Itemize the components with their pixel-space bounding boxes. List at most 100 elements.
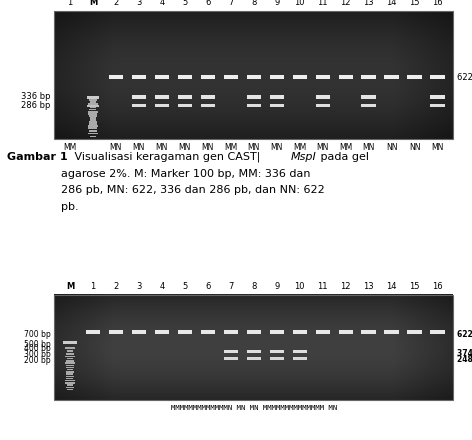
Bar xyxy=(65,380,75,381)
Text: MM: MM xyxy=(224,143,237,152)
Text: 15: 15 xyxy=(409,0,420,7)
Bar xyxy=(88,133,98,134)
Bar xyxy=(88,111,98,113)
Bar xyxy=(430,330,445,334)
Bar xyxy=(293,356,307,360)
Bar xyxy=(201,75,215,79)
Text: 2: 2 xyxy=(113,282,118,291)
Bar xyxy=(65,348,75,349)
Bar xyxy=(90,117,96,119)
Text: MspI: MspI xyxy=(290,152,316,162)
Bar xyxy=(224,75,238,79)
Text: 11: 11 xyxy=(317,282,328,291)
Text: 8: 8 xyxy=(251,0,256,7)
Text: M: M xyxy=(89,0,97,7)
Text: 13: 13 xyxy=(363,282,374,291)
Bar xyxy=(224,356,238,360)
Text: MM: MM xyxy=(339,143,352,152)
Bar xyxy=(66,371,74,373)
Bar xyxy=(89,115,97,117)
Bar xyxy=(66,342,74,344)
Bar xyxy=(66,364,74,366)
Bar xyxy=(270,95,284,99)
Bar xyxy=(90,107,95,108)
Bar xyxy=(87,96,99,99)
Bar xyxy=(177,75,192,79)
Bar xyxy=(67,389,73,390)
Text: 622 bp: 622 bp xyxy=(457,73,472,81)
Bar xyxy=(362,75,376,79)
Text: pada gel: pada gel xyxy=(317,152,369,162)
Bar xyxy=(316,95,330,99)
Bar xyxy=(67,385,73,386)
Bar xyxy=(54,11,453,139)
Text: 15: 15 xyxy=(409,282,420,291)
Bar xyxy=(293,75,307,79)
Text: 9: 9 xyxy=(274,282,279,291)
Bar xyxy=(155,95,169,99)
Text: 3: 3 xyxy=(136,0,142,7)
Bar xyxy=(89,130,97,132)
Bar xyxy=(155,75,169,79)
Bar xyxy=(67,373,74,375)
Bar xyxy=(89,121,97,123)
Bar xyxy=(89,123,97,125)
Text: 16: 16 xyxy=(432,282,443,291)
Bar xyxy=(66,375,74,377)
Text: 7: 7 xyxy=(228,0,234,7)
Bar xyxy=(385,75,399,79)
Text: MN: MN xyxy=(431,143,444,152)
Text: MM: MM xyxy=(293,143,306,152)
Bar xyxy=(132,330,146,334)
Text: 5: 5 xyxy=(182,282,187,291)
Text: NN: NN xyxy=(409,143,420,152)
Text: 14: 14 xyxy=(386,282,397,291)
Bar xyxy=(132,75,146,79)
Text: MN: MN xyxy=(316,143,329,152)
Bar xyxy=(63,341,77,344)
Text: 6: 6 xyxy=(205,0,211,7)
Text: 4: 4 xyxy=(159,282,164,291)
Bar xyxy=(177,104,192,107)
Bar xyxy=(65,356,75,357)
Bar xyxy=(270,104,284,107)
Bar xyxy=(430,104,445,107)
Text: 12: 12 xyxy=(340,282,351,291)
Text: MN: MN xyxy=(156,143,168,152)
Bar xyxy=(247,104,261,107)
Text: MN: MN xyxy=(270,143,283,152)
Bar xyxy=(270,356,284,360)
Text: 8: 8 xyxy=(251,282,256,291)
Bar xyxy=(407,330,421,334)
Bar xyxy=(270,330,284,334)
Bar xyxy=(338,330,353,334)
Bar xyxy=(316,330,330,334)
Bar xyxy=(88,125,98,127)
Bar xyxy=(362,104,376,107)
Bar xyxy=(247,330,261,334)
Text: 3: 3 xyxy=(136,282,142,291)
Text: 14: 14 xyxy=(386,0,397,7)
Bar xyxy=(109,75,123,79)
Bar xyxy=(67,358,73,359)
Text: 374 bp: 374 bp xyxy=(457,349,472,358)
Bar xyxy=(87,105,99,107)
Bar xyxy=(90,119,95,121)
Text: MN: MN xyxy=(202,143,214,152)
Text: 700 bp: 700 bp xyxy=(24,330,51,339)
Bar xyxy=(201,104,215,107)
Bar xyxy=(67,369,73,370)
Text: MN: MN xyxy=(110,143,122,152)
Bar xyxy=(88,103,98,105)
Bar xyxy=(247,75,261,79)
Text: 1: 1 xyxy=(90,282,95,291)
Bar xyxy=(132,95,146,99)
Bar xyxy=(90,105,96,106)
Bar xyxy=(293,349,307,353)
Text: MMMMMMMMMMMMMN MN MN MMMMMMMMMMMMMM MN: MMMMMMMMMMMMMN MN MN MMMMMMMMMMMMMM MN xyxy=(170,405,337,411)
Bar xyxy=(247,349,261,353)
Bar xyxy=(66,360,74,362)
Text: 9: 9 xyxy=(274,0,279,7)
Bar xyxy=(88,128,97,129)
Text: NN: NN xyxy=(386,143,397,152)
